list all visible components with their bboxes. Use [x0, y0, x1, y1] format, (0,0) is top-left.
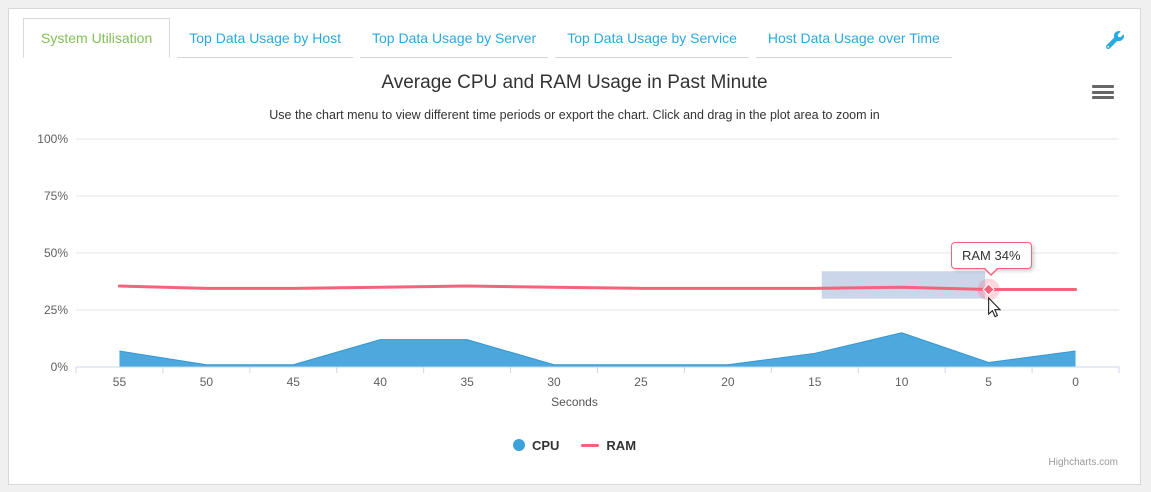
- tab-top-data-usage-by-server[interactable]: Top Data Usage by Server: [360, 18, 549, 58]
- y-axis-label: 100%: [37, 132, 68, 146]
- hamburger-icon: [1092, 85, 1114, 88]
- x-axis-label: 10: [895, 375, 909, 389]
- chart-title: Average CPU and RAM Usage in Past Minute: [381, 72, 768, 93]
- x-axis-label: 5: [985, 375, 992, 389]
- zoom-selection-rect: [821, 271, 986, 299]
- highcharts-credits-link[interactable]: Highcharts.com: [1048, 457, 1118, 468]
- legend-label-cpu: CPU: [531, 437, 560, 453]
- legend-item-cpu[interactable]: CPU: [512, 437, 560, 453]
- y-axis-label: 75%: [44, 189, 68, 203]
- mouse-cursor-icon: [988, 296, 1002, 318]
- x-axis-label: 0: [1072, 375, 1079, 389]
- ram-line-series: [117, 284, 1078, 291]
- x-axis-label: 35: [460, 375, 474, 389]
- cpu-legend-marker-icon: [512, 439, 525, 451]
- legend-label-ram: RAM: [606, 437, 637, 453]
- chart-menu-button[interactable]: [1092, 83, 1116, 101]
- legend-item-ram[interactable]: RAM: [581, 438, 636, 453]
- chart-panel: System Utilisation Top Data Usage by Hos…: [8, 8, 1141, 485]
- hamburger-icon: [1092, 90, 1114, 94]
- cpu-area-series: [119, 332, 1076, 367]
- x-axis-label: 25: [634, 375, 648, 389]
- y-axis-label: 25%: [44, 303, 68, 317]
- hover-marker-diamond: [982, 283, 995, 296]
- x-axis-title: Seconds: [551, 395, 598, 409]
- chart-plot-area[interactable]: 0%25%50%75%100%55 50 45 40 35 30 25 20 15 10 5 0: [9, 9, 1142, 484]
- x-axis-label: 30: [547, 375, 561, 389]
- x-axis-label: 55: [113, 375, 127, 389]
- tab-bar: System Utilisation Top Data Usage by Hos…: [9, 9, 1140, 58]
- x-axis-label: 40: [374, 375, 388, 389]
- x-axis-label: 15: [808, 375, 822, 389]
- chart-tooltip: RAM 34%: [951, 242, 1032, 276]
- chart-subtitle: Use the chart menu to view different tim…: [269, 108, 880, 122]
- x-axis-label: 50: [200, 375, 214, 389]
- hamburger-icon: [1092, 96, 1114, 99]
- x-axis-label: 20: [721, 375, 735, 389]
- legend: CPU RAM: [9, 432, 1140, 458]
- tab-host-data-usage-over-time[interactable]: Host Data Usage over Time: [755, 18, 952, 58]
- tab-top-data-usage-by-service[interactable]: Top Data Usage by Service: [555, 18, 749, 58]
- y-axis-label: 0%: [51, 360, 69, 374]
- chart-tooltip-text: RAM 34%: [962, 248, 1021, 263]
- wrench-icon[interactable]: [1105, 31, 1124, 50]
- ram-legend-marker-icon: [581, 443, 600, 447]
- tab-top-data-usage-by-host[interactable]: Top Data Usage by Host: [177, 18, 354, 58]
- y-axis-label: 50%: [44, 246, 68, 260]
- cpu-area-edge: [119, 332, 1076, 366]
- tab-system-utilisation[interactable]: System Utilisation: [23, 18, 171, 58]
- x-axis-label: 45: [287, 375, 301, 389]
